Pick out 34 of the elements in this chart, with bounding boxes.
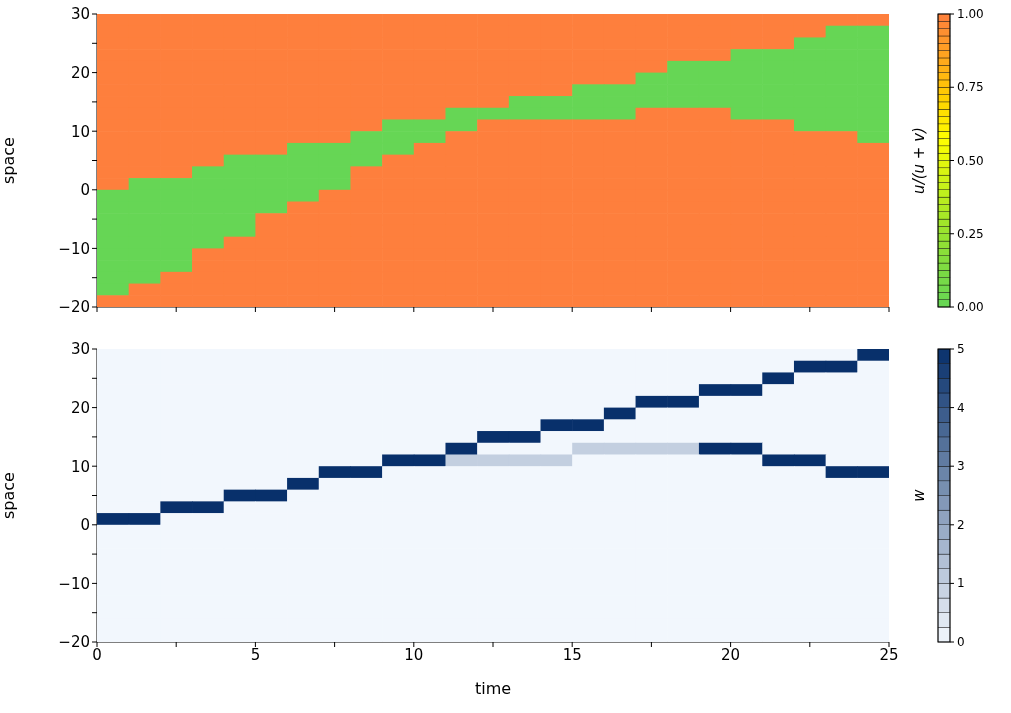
y-axis-title: space	[0, 137, 18, 184]
x-tick-label: 25	[879, 645, 899, 664]
color-bar-label: 1	[957, 576, 965, 591]
color-bar-title: u/(u + v)	[910, 127, 928, 194]
y-tick-label: −20	[58, 633, 90, 652]
color-bar-label: 1.00	[957, 7, 984, 21]
y-tick-label: −10	[58, 239, 90, 258]
color-bar-label: 0.75	[957, 80, 984, 95]
color-bar-label: 0.00	[957, 300, 984, 314]
x-tick-label: 10	[404, 645, 424, 664]
y-tick-label: 10	[70, 122, 90, 141]
y-tick-label: 30	[70, 5, 90, 24]
x-tick-label: 5	[250, 645, 261, 664]
color-bar-label: 0	[957, 635, 965, 649]
y-tick-label: 0	[80, 181, 90, 200]
x-tick-label: 20	[721, 645, 741, 664]
color-bar-label: 5	[957, 342, 965, 356]
color-bar-label: 3	[957, 459, 965, 474]
y-tick-label: 0	[80, 516, 90, 535]
color-bar-label: 2	[957, 517, 965, 532]
y-tick-label: −10	[58, 574, 90, 593]
color-bar-title: w	[910, 488, 928, 502]
color-bar-label: 0.50	[957, 153, 984, 168]
y-axis-title: space	[0, 472, 18, 519]
y-tick-label: 30	[70, 340, 90, 359]
x-tick-label: 0	[92, 645, 102, 664]
color-bar-label: 0.25	[957, 226, 984, 241]
x-axis-title: time	[474, 679, 512, 698]
y-tick-label: −20	[58, 298, 90, 317]
y-tick-label: 10	[70, 457, 90, 476]
x-tick-label: 15	[562, 645, 582, 664]
y-tick-label: 20	[70, 63, 90, 82]
color-bar-label: 4	[957, 400, 965, 415]
y-tick-label: 20	[70, 398, 90, 417]
